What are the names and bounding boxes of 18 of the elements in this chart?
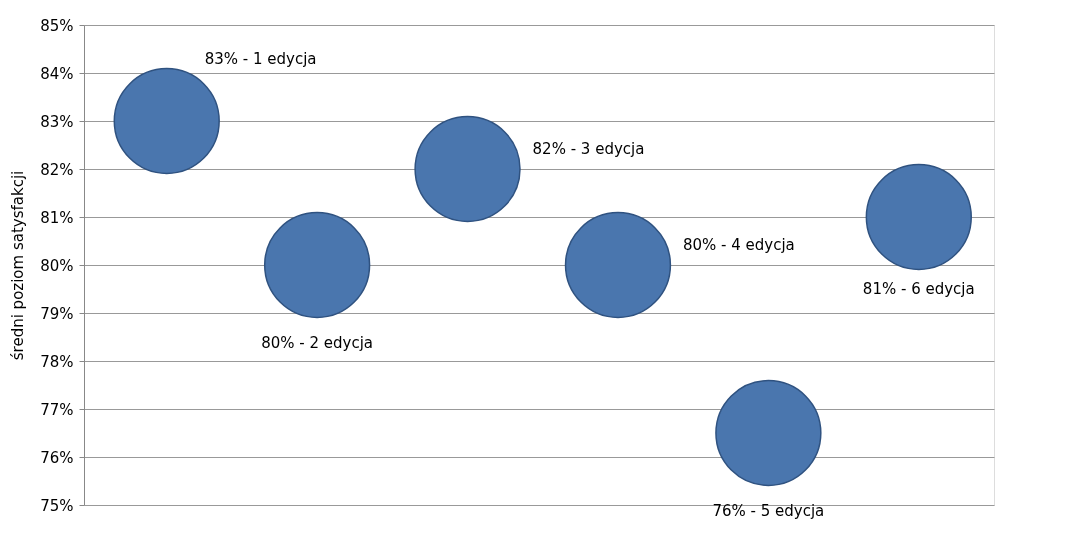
y-tick-label: 85% — [40, 16, 74, 35]
y-axis-title: średni poziom satysfakcji — [9, 170, 28, 361]
y-tick-label: 81% — [40, 208, 74, 227]
y-tick-label: 82% — [40, 160, 74, 179]
data-label: 80% - 4 edycja — [682, 236, 795, 254]
y-tick-label: 75% — [40, 496, 74, 515]
y-tick-label: 80% — [40, 256, 74, 275]
y-tick-label: 79% — [40, 304, 74, 323]
data-label: 83% - 1 edycja — [204, 50, 317, 68]
y-tick-label: 78% — [40, 352, 74, 371]
y-tick-label: 77% — [40, 400, 74, 419]
y-tick-label: 84% — [40, 64, 74, 83]
data-label: 81% - 6 edycja — [862, 280, 975, 298]
y-tick-label: 83% — [40, 112, 74, 131]
data-label: 76% - 5 edycja — [712, 502, 825, 520]
data-label: 80% - 2 edycja — [261, 334, 374, 352]
y-tick-label: 76% — [40, 448, 74, 467]
data-label: 82% - 3 edycja — [532, 140, 645, 158]
